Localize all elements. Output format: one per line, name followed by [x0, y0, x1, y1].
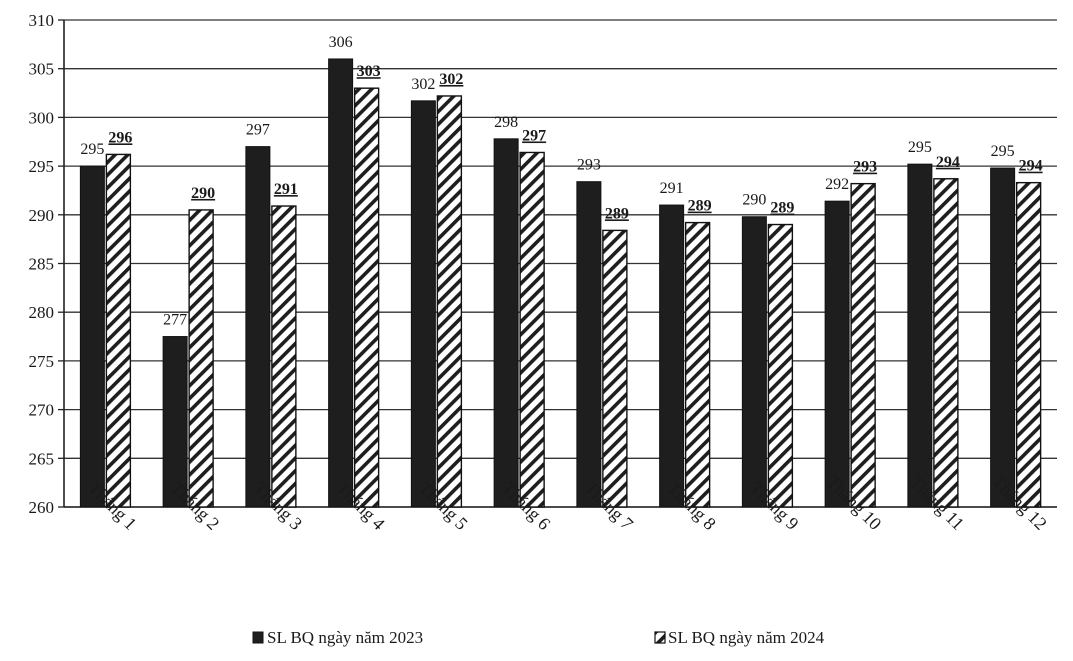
bar-2024-11 — [933, 178, 959, 508]
y-tick-label: 305 — [29, 60, 55, 79]
y-tick-label: 290 — [29, 206, 55, 225]
bar-2023-4 — [328, 58, 354, 508]
data-label-2023-6: 298 — [494, 114, 518, 131]
data-label-2023-7: 293 — [577, 157, 601, 174]
y-tick-label: 265 — [29, 449, 55, 468]
bars — [79, 58, 1042, 508]
x-axis-tick-labels: Tháng 1 Tháng 2 Tháng 3 Tháng 4 Tháng 5 Tháng… — [84, 471, 1050, 534]
bar-2023-12 — [990, 167, 1016, 508]
data-label-2023-1: 295 — [80, 141, 104, 158]
data-label-2023-12: 295 — [991, 143, 1015, 160]
bar-2023-1 — [79, 165, 105, 508]
y-tick-label: 275 — [29, 352, 55, 371]
data-label-2024-5: 302 — [439, 71, 463, 88]
bar-2024-2 — [188, 209, 214, 508]
bar-2023-3 — [245, 146, 271, 508]
bar-2024-12 — [1015, 181, 1042, 508]
bar-2023-6 — [493, 138, 519, 508]
y-tick-label: 295 — [29, 157, 55, 176]
data-label-2023-9: 290 — [742, 192, 766, 209]
y-tick-label: 285 — [29, 255, 55, 274]
data-label-2024-11: 294 — [936, 154, 960, 171]
bar-2023-9 — [741, 216, 767, 508]
gridlines — [64, 19, 1057, 508]
legend-label-2023: SL BQ ngày năm 2023 — [267, 628, 423, 647]
bar-2024-1 — [105, 153, 132, 508]
data-label-2023-11: 295 — [908, 139, 932, 156]
y-tick-label: 260 — [29, 498, 55, 517]
data-label-2024-8: 289 — [688, 198, 712, 215]
y-axis-tick-labels: 260 265 270 275 280 285 290 295 300 305 310 — [29, 11, 55, 517]
data-label-2024-7: 289 — [605, 205, 629, 222]
y-tick-label: 270 — [29, 401, 55, 420]
data-label-2023-10: 292 — [825, 176, 849, 193]
bar-2024-6 — [519, 151, 545, 508]
bar-2023-2 — [162, 336, 188, 508]
data-label-2024-2: 290 — [191, 185, 215, 202]
data-label-2024-6: 297 — [522, 127, 546, 144]
y-tick-label: 300 — [29, 108, 55, 127]
data-label-2023-4: 306 — [329, 34, 353, 51]
bar-2024-8 — [684, 221, 711, 508]
legend-label-2024: SL BQ ngày năm 2024 — [668, 628, 825, 647]
y-tick-label: 280 — [29, 303, 55, 322]
data-label-2023-8: 291 — [660, 180, 684, 197]
bar-2024-7 — [602, 229, 628, 508]
legend-swatch-2023 — [252, 631, 264, 644]
bar-2024-9 — [767, 223, 794, 508]
data-label-2023-5: 302 — [411, 76, 435, 93]
legend: SL BQ ngày năm 2023 SL BQ ngày năm 2024 — [252, 628, 825, 647]
data-label-2024-12: 294 — [1019, 158, 1043, 175]
data-label-2024-4: 303 — [357, 63, 381, 80]
bar-2023-10 — [824, 200, 850, 508]
data-label-2024-3: 291 — [274, 181, 298, 198]
bar-2023-7 — [576, 181, 602, 508]
bar-2023-5 — [410, 100, 436, 508]
data-label-2023-3: 297 — [246, 122, 270, 139]
data-label-2024-10: 293 — [853, 159, 877, 176]
data-label-2023-2: 277 — [163, 312, 187, 329]
legend-swatch-2024 — [654, 631, 666, 644]
bar-2024-5 — [436, 95, 463, 508]
bar-2023-8 — [659, 204, 685, 508]
data-label-2024-9: 289 — [770, 200, 794, 217]
data-label-2024-1: 296 — [108, 129, 132, 146]
y-tick-label: 310 — [29, 11, 55, 30]
bar-2024-4 — [353, 87, 380, 508]
axes — [58, 19, 1057, 508]
bar-2023-11 — [907, 163, 933, 508]
bar-2024-10 — [850, 182, 876, 508]
bar-2024-3 — [271, 205, 297, 508]
